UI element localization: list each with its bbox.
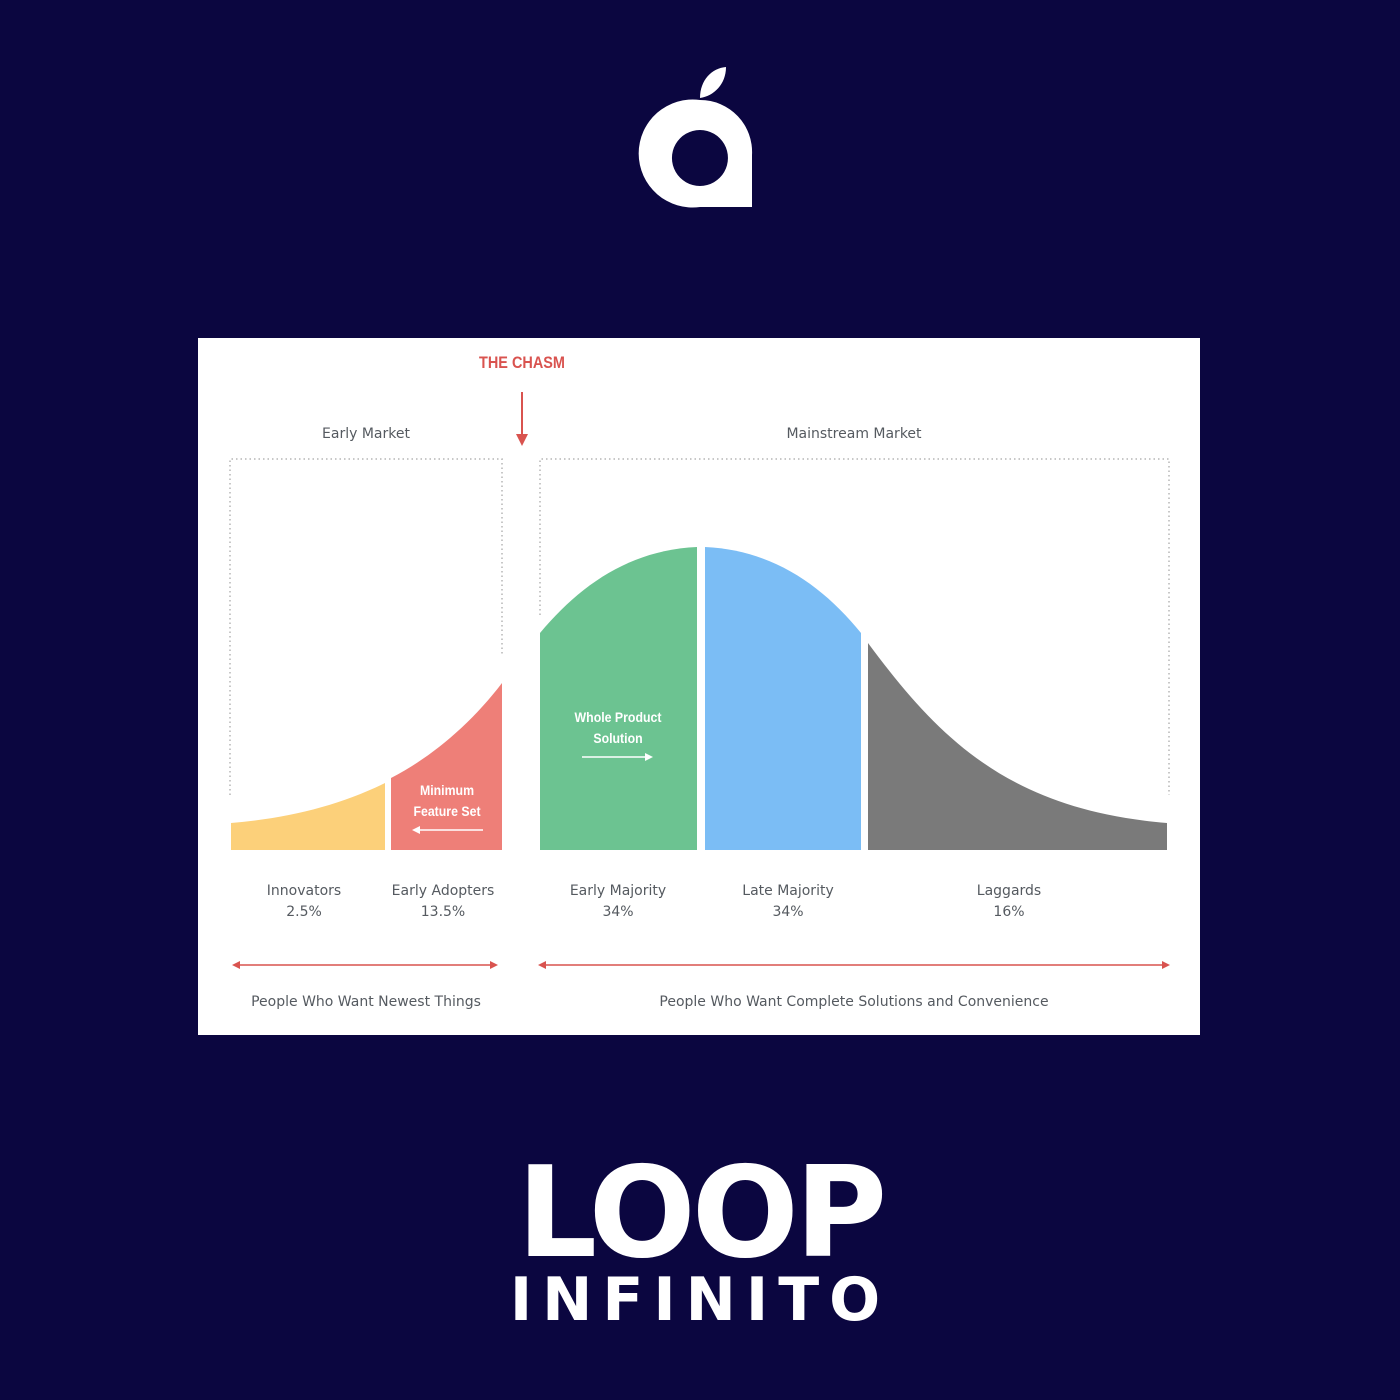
segment-label-early-majority: Early Majority 34% bbox=[569, 883, 667, 920]
label-line: Minimum bbox=[419, 782, 475, 798]
early-market-label: Early Market bbox=[322, 426, 410, 442]
whole-product-solution-label: Whole Product Solution bbox=[575, 707, 662, 749]
wordmark-infinito: INFINITO bbox=[509, 1265, 891, 1335]
segment-label-innovators: Innovators 2.5% bbox=[266, 883, 342, 920]
apple-leaf-logo-icon bbox=[638, 67, 753, 208]
segment-label-late-majority: Late Majority 34% bbox=[742, 883, 834, 920]
segment-late-majority bbox=[705, 547, 861, 850]
early-market-box bbox=[229, 458, 503, 795]
minimum-feature-set-label: Minimum Feature Set bbox=[413, 780, 480, 822]
chasm-label: THE CHASM bbox=[479, 353, 565, 372]
label-line: Solution bbox=[593, 730, 643, 746]
segment-early-majority bbox=[540, 547, 697, 850]
mainstream-market-label: Mainstream Market bbox=[786, 426, 922, 442]
label-line: Feature Set bbox=[413, 803, 481, 819]
segment-label-early-adopters: Early Adopters 13.5% bbox=[391, 883, 495, 920]
right-caption: People Who Want Complete Solutions and C… bbox=[659, 994, 1049, 1010]
label-line: Whole Product bbox=[574, 709, 662, 725]
segment-laggards bbox=[868, 643, 1167, 850]
segment-early-adopters bbox=[391, 683, 502, 850]
segment-innovators bbox=[231, 783, 385, 850]
wordmark-loop: LOOP bbox=[516, 1139, 887, 1286]
segment-label-laggards: Laggards 16% bbox=[976, 883, 1042, 920]
mainstream-market-box bbox=[539, 458, 1170, 795]
chasm-diagram-panel bbox=[198, 338, 1200, 1035]
left-caption: People Who Want Newest Things bbox=[251, 994, 481, 1010]
